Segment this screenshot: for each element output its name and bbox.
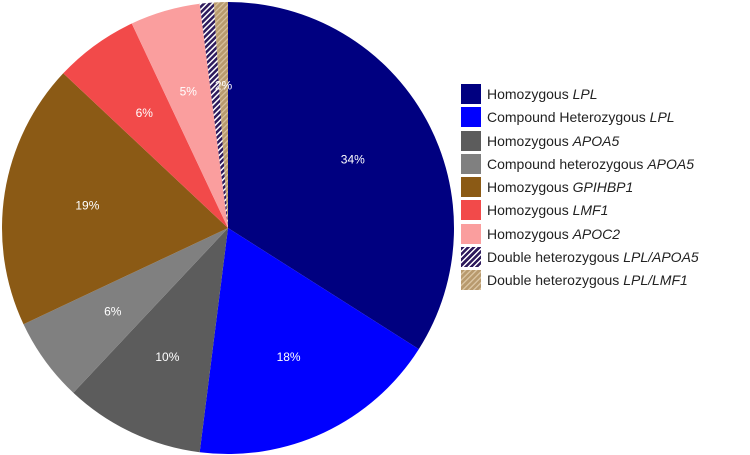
legend-label-prefix: Homozygous	[487, 86, 573, 102]
pie-slice-0	[228, 2, 455, 350]
pie-slice-6	[131, 3, 228, 229]
legend-label-prefix: Homozygous	[487, 132, 573, 149]
legend-item: Double heterozygous LPL/LMF1	[461, 270, 699, 291]
legend-label: Compound heterozygous APOA5	[487, 156, 694, 172]
legend-label-prefix: Compound heterozygous	[487, 155, 648, 172]
pie-slice-2	[73, 228, 228, 453]
legend-swatch	[461, 270, 481, 291]
legend-item: Homozygous LMF1	[461, 200, 699, 221]
slice-label-1: 18%	[277, 350, 301, 364]
legend-item: Homozygous GPIHBP1	[461, 177, 699, 198]
legend-label-gene: APOC2	[572, 225, 621, 242]
legend-label-gene: LPL	[649, 109, 675, 126]
legend-label-prefix: Double heterozygous	[487, 272, 624, 289]
pie-slice-5	[63, 23, 228, 229]
legend-item: Homozygous LPL	[461, 84, 699, 104]
slice-label-6: 5%	[180, 84, 198, 98]
legend-swatch	[461, 84, 481, 104]
legend: Homozygous LPL Compound Heterozygous LPL H…	[461, 84, 699, 294]
slice-label-8: 2%	[215, 79, 233, 93]
legend-swatch	[461, 107, 481, 128]
legend-label: Homozygous APOC2	[487, 226, 620, 242]
legend-label: Homozygous LPL	[487, 86, 598, 102]
pie-slice-8	[213, 2, 228, 228]
pie-slices	[1, 2, 455, 455]
pie-labels: 34% 18% 10% 6% 19% 6% 5% 2%	[75, 79, 365, 364]
legend-label-prefix: Homozygous	[487, 225, 573, 242]
slice-label-5: 6%	[136, 106, 154, 120]
legend-swatch	[461, 177, 481, 198]
legend-swatch	[461, 153, 481, 174]
pie-slice-7	[199, 2, 228, 229]
legend-label: Double heterozygous LPL/LMF1	[487, 272, 688, 288]
legend-label: Double heterozygous LPL/APOA5	[487, 249, 699, 265]
legend-label-prefix: Homozygous	[487, 179, 573, 196]
legend-label-gene: LPL	[572, 86, 598, 102]
legend-label-gene: APOA5	[647, 155, 695, 172]
legend-label-prefix: Double heterozygous	[487, 249, 624, 266]
slice-label-3: 6%	[104, 305, 122, 319]
legend-swatch	[461, 247, 481, 268]
legend-swatch	[461, 223, 481, 244]
legend-label: Homozygous APOA5	[487, 133, 619, 149]
legend-label-gene: LPL/LMF1	[623, 272, 688, 289]
pie-slice-4	[1, 73, 229, 325]
legend-item: Homozygous APOA5	[461, 130, 699, 151]
slice-label-4: 19%	[75, 199, 99, 213]
slice-label-0: 34%	[341, 152, 365, 166]
legend-item: Double heterozygous LPL/APOA5	[461, 247, 699, 268]
pie-slice-3	[23, 228, 229, 393]
pie-slice-1	[199, 228, 419, 455]
legend-item: Homozygous APOC2	[461, 223, 699, 244]
legend-label: Homozygous GPIHBP1	[487, 179, 633, 195]
legend-label-gene: GPIHBP1	[572, 179, 634, 196]
legend-label-gene: LMF1	[572, 202, 609, 219]
slice-label-2: 10%	[155, 350, 179, 364]
legend-label-gene: LPL/APOA5	[623, 249, 699, 266]
legend-label: Compound Heterozygous LPL	[487, 109, 675, 125]
legend-item: Compound heterozygous APOA5	[461, 153, 699, 174]
legend-label: Homozygous LMF1	[487, 202, 608, 218]
legend-item: Compound Heterozygous LPL	[461, 107, 699, 128]
legend-label-prefix: Compound Heterozygous	[487, 109, 650, 126]
legend-swatch	[461, 130, 481, 151]
legend-label-prefix: Homozygous	[487, 202, 573, 219]
legend-label-gene: APOA5	[572, 132, 620, 149]
legend-swatch	[461, 200, 481, 221]
